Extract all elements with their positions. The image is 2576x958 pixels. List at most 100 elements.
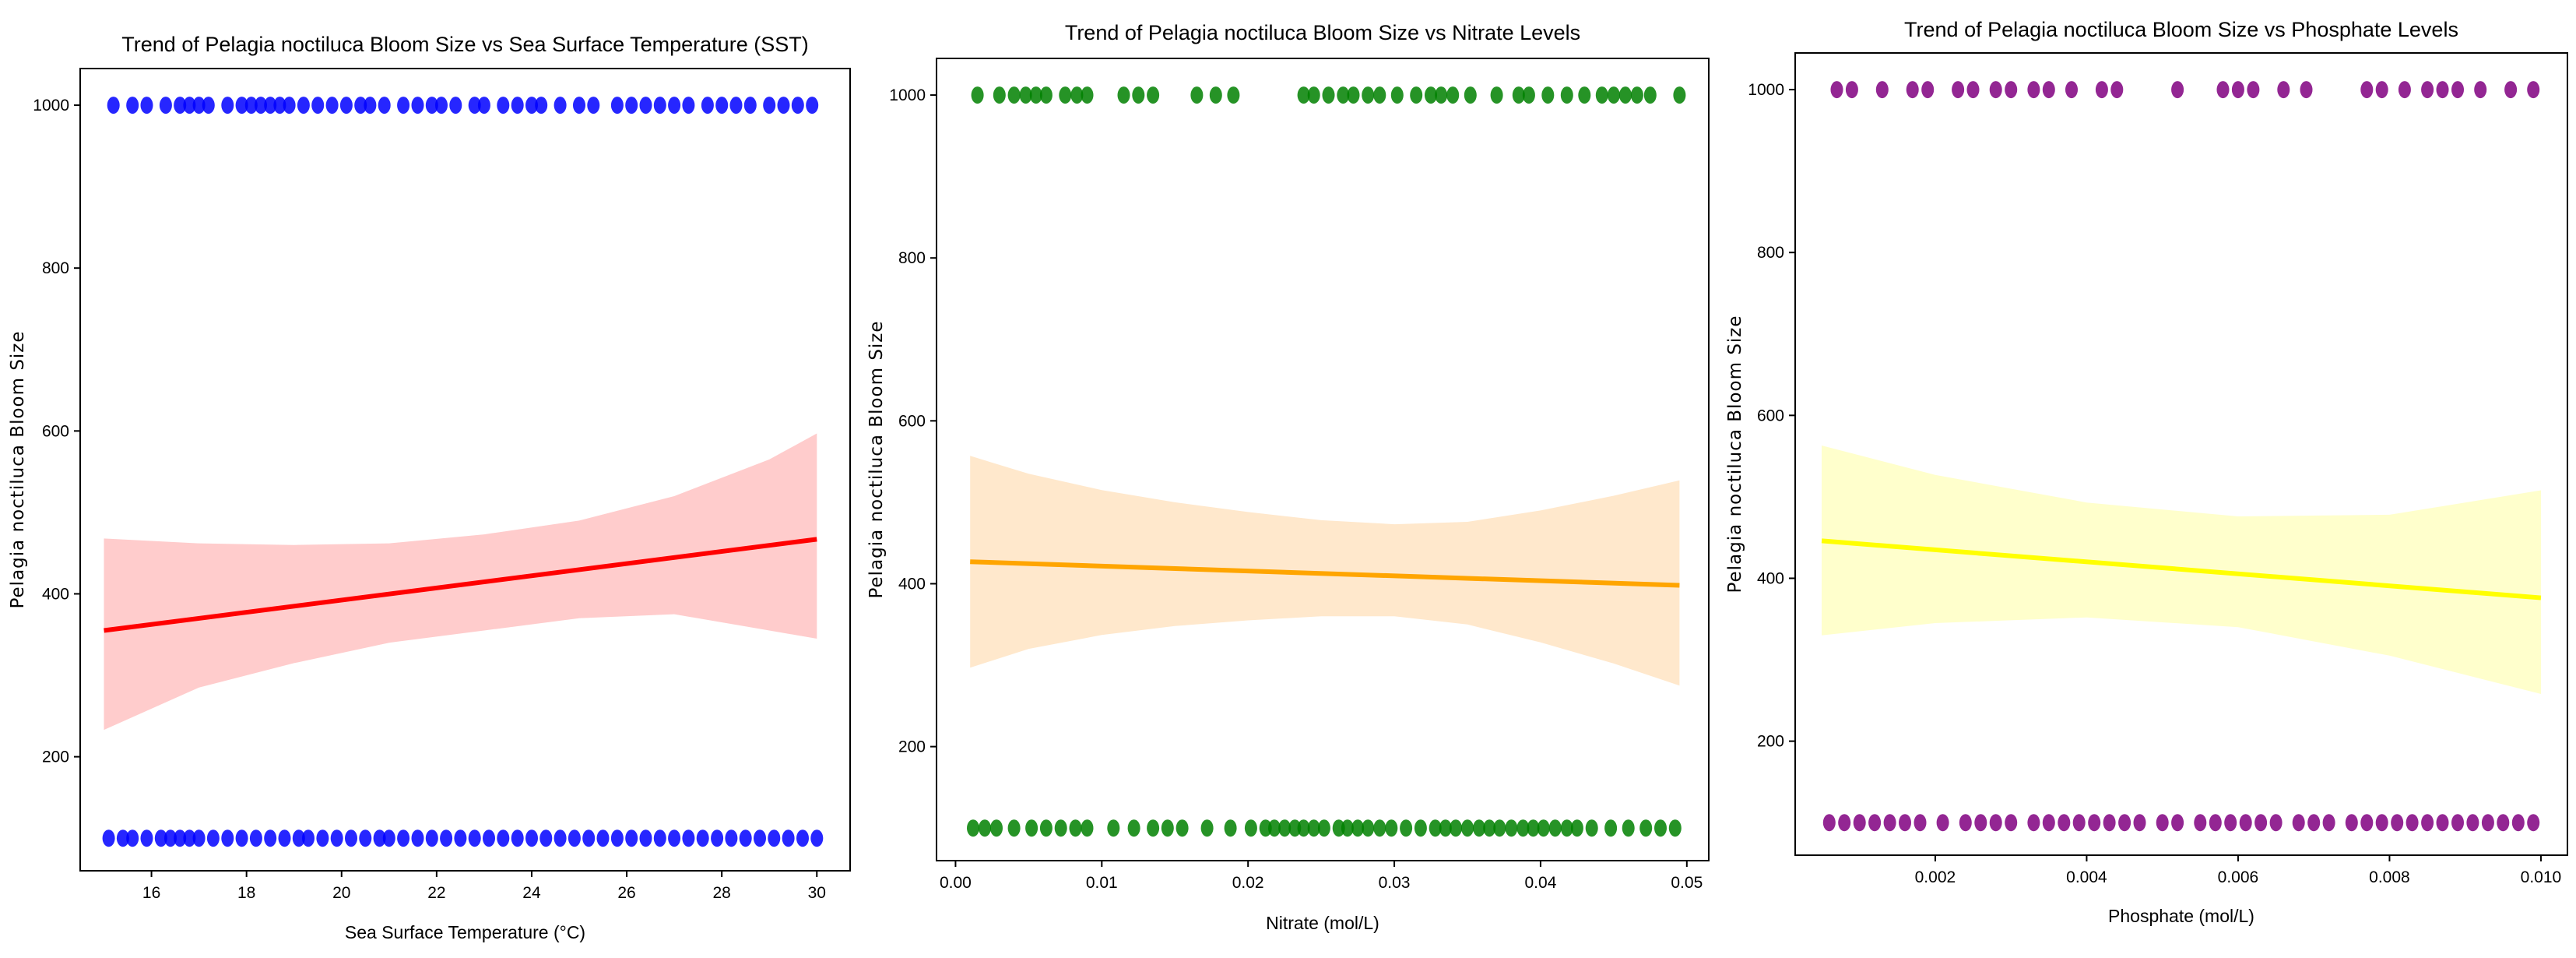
data-point-low <box>1439 819 1452 837</box>
plot-frame <box>936 58 1710 861</box>
data-point-high <box>610 97 624 114</box>
confidence-band <box>104 433 817 731</box>
data-point-low <box>754 829 766 847</box>
data-point-low <box>330 829 343 847</box>
data-point-low <box>2224 814 2237 832</box>
data-point-low <box>1224 819 1237 837</box>
data-point-low <box>1450 819 1462 837</box>
data-point-low <box>796 829 809 847</box>
data-point-high <box>449 97 462 114</box>
data-point-high <box>2027 81 2040 99</box>
data-point-high <box>1512 86 1525 104</box>
x-axis-label: Phosphate (mol/L) <box>2108 906 2254 926</box>
data-point-high <box>554 97 567 114</box>
data-point-low <box>2307 814 2321 832</box>
data-point-low <box>1914 814 1927 832</box>
y-tick-label: 1000 <box>1748 81 1784 99</box>
y-tick-label: 1000 <box>889 86 926 104</box>
data-point-high <box>2398 81 2411 99</box>
data-point-high <box>993 86 1006 104</box>
chart-title: Trend of Pelagia noctiluca Bloom Size vs… <box>1904 18 2458 41</box>
y-tick-label: 600 <box>42 422 69 440</box>
data-point-low <box>554 829 567 847</box>
data-point-high <box>183 97 196 114</box>
data-point-low <box>468 829 481 847</box>
data-point-low <box>206 829 220 847</box>
data-point-low <box>440 829 453 847</box>
data-point-low <box>2027 814 2040 832</box>
data-point-low <box>1838 814 1851 832</box>
data-point-low <box>1414 819 1427 837</box>
data-point-low <box>397 829 410 847</box>
x-tick-label: 0.010 <box>2521 868 2562 886</box>
data-point-high <box>1209 86 1222 104</box>
data-point-high <box>477 97 490 114</box>
data-point-low <box>192 829 206 847</box>
data-point-high <box>1989 81 2002 99</box>
data-point-high <box>1190 86 1204 104</box>
data-point-high <box>1875 81 1889 99</box>
data-point-high <box>1630 86 1643 104</box>
data-point-low <box>1493 819 1506 837</box>
data-point-low <box>1560 819 1573 837</box>
x-axis-label: Nitrate (mol/L) <box>1266 913 1379 933</box>
data-point-low <box>1570 819 1583 837</box>
data-point-low <box>2005 814 2018 832</box>
data-point-high <box>2436 81 2449 99</box>
data-point-high <box>1337 86 1350 104</box>
data-point-high <box>1039 86 1053 104</box>
data-point-low <box>116 829 129 847</box>
data-point-low <box>316 829 329 847</box>
y-tick-label: 400 <box>898 575 926 593</box>
x-tick-label: 30 <box>808 884 826 902</box>
data-point-low <box>582 829 596 847</box>
data-point-high <box>1297 86 1310 104</box>
data-point-high <box>971 86 984 104</box>
chart-nitrate: Trend of Pelagia noctiluca Bloom Size vs… <box>866 21 1710 933</box>
data-point-low <box>1516 819 1530 837</box>
data-point-low <box>221 829 234 847</box>
x-tick-label: 26 <box>617 884 635 902</box>
x-tick-label: 0.01 <box>1086 874 1118 892</box>
data-point-high <box>1117 86 1130 104</box>
data-point-high <box>297 97 310 114</box>
data-point-low <box>174 829 187 847</box>
data-point-low <box>1868 814 1882 832</box>
data-point-low <box>2209 814 2222 832</box>
data-point-low <box>126 829 139 847</box>
x-tick-label: 0.03 <box>1379 874 1411 892</box>
data-point-high <box>2421 81 2434 99</box>
data-point-low <box>1883 814 1896 832</box>
y-tick-label: 200 <box>42 748 69 766</box>
data-point-low <box>1639 819 1653 837</box>
data-point-low <box>2375 814 2388 832</box>
regression-line <box>970 559 1680 588</box>
data-point-high <box>325 97 339 114</box>
data-point-low <box>382 829 395 847</box>
data-point-low <box>249 829 262 847</box>
data-point-low <box>2072 814 2086 832</box>
data-point-high <box>535 97 548 114</box>
data-point-high <box>354 97 367 114</box>
x-tick-label: 18 <box>237 884 255 902</box>
data-point-low <box>1278 819 1292 837</box>
data-point-high <box>1921 81 1935 99</box>
data-point-low <box>1007 819 1021 837</box>
data-point-high <box>1390 86 1404 104</box>
y-tick-label: 200 <box>898 738 926 756</box>
chart-panel-phosphate: Trend of Pelagia noctiluca Bloom Size vs… <box>1717 0 2576 958</box>
data-point-high <box>497 97 510 114</box>
data-point-low <box>1959 814 1972 832</box>
x-tick-label: 0.002 <box>1915 868 1956 886</box>
data-point-high <box>625 97 638 114</box>
data-point-low <box>639 829 652 847</box>
data-point-low <box>2292 814 2305 832</box>
data-point-low <box>1069 819 1082 837</box>
data-point-low <box>810 829 824 847</box>
data-point-high <box>1845 81 1858 99</box>
data-point-low <box>2451 814 2464 832</box>
data-point-low <box>1268 819 1281 837</box>
data-point-high <box>411 97 424 114</box>
data-point-low <box>2497 814 2510 832</box>
data-point-high <box>1490 86 1503 104</box>
